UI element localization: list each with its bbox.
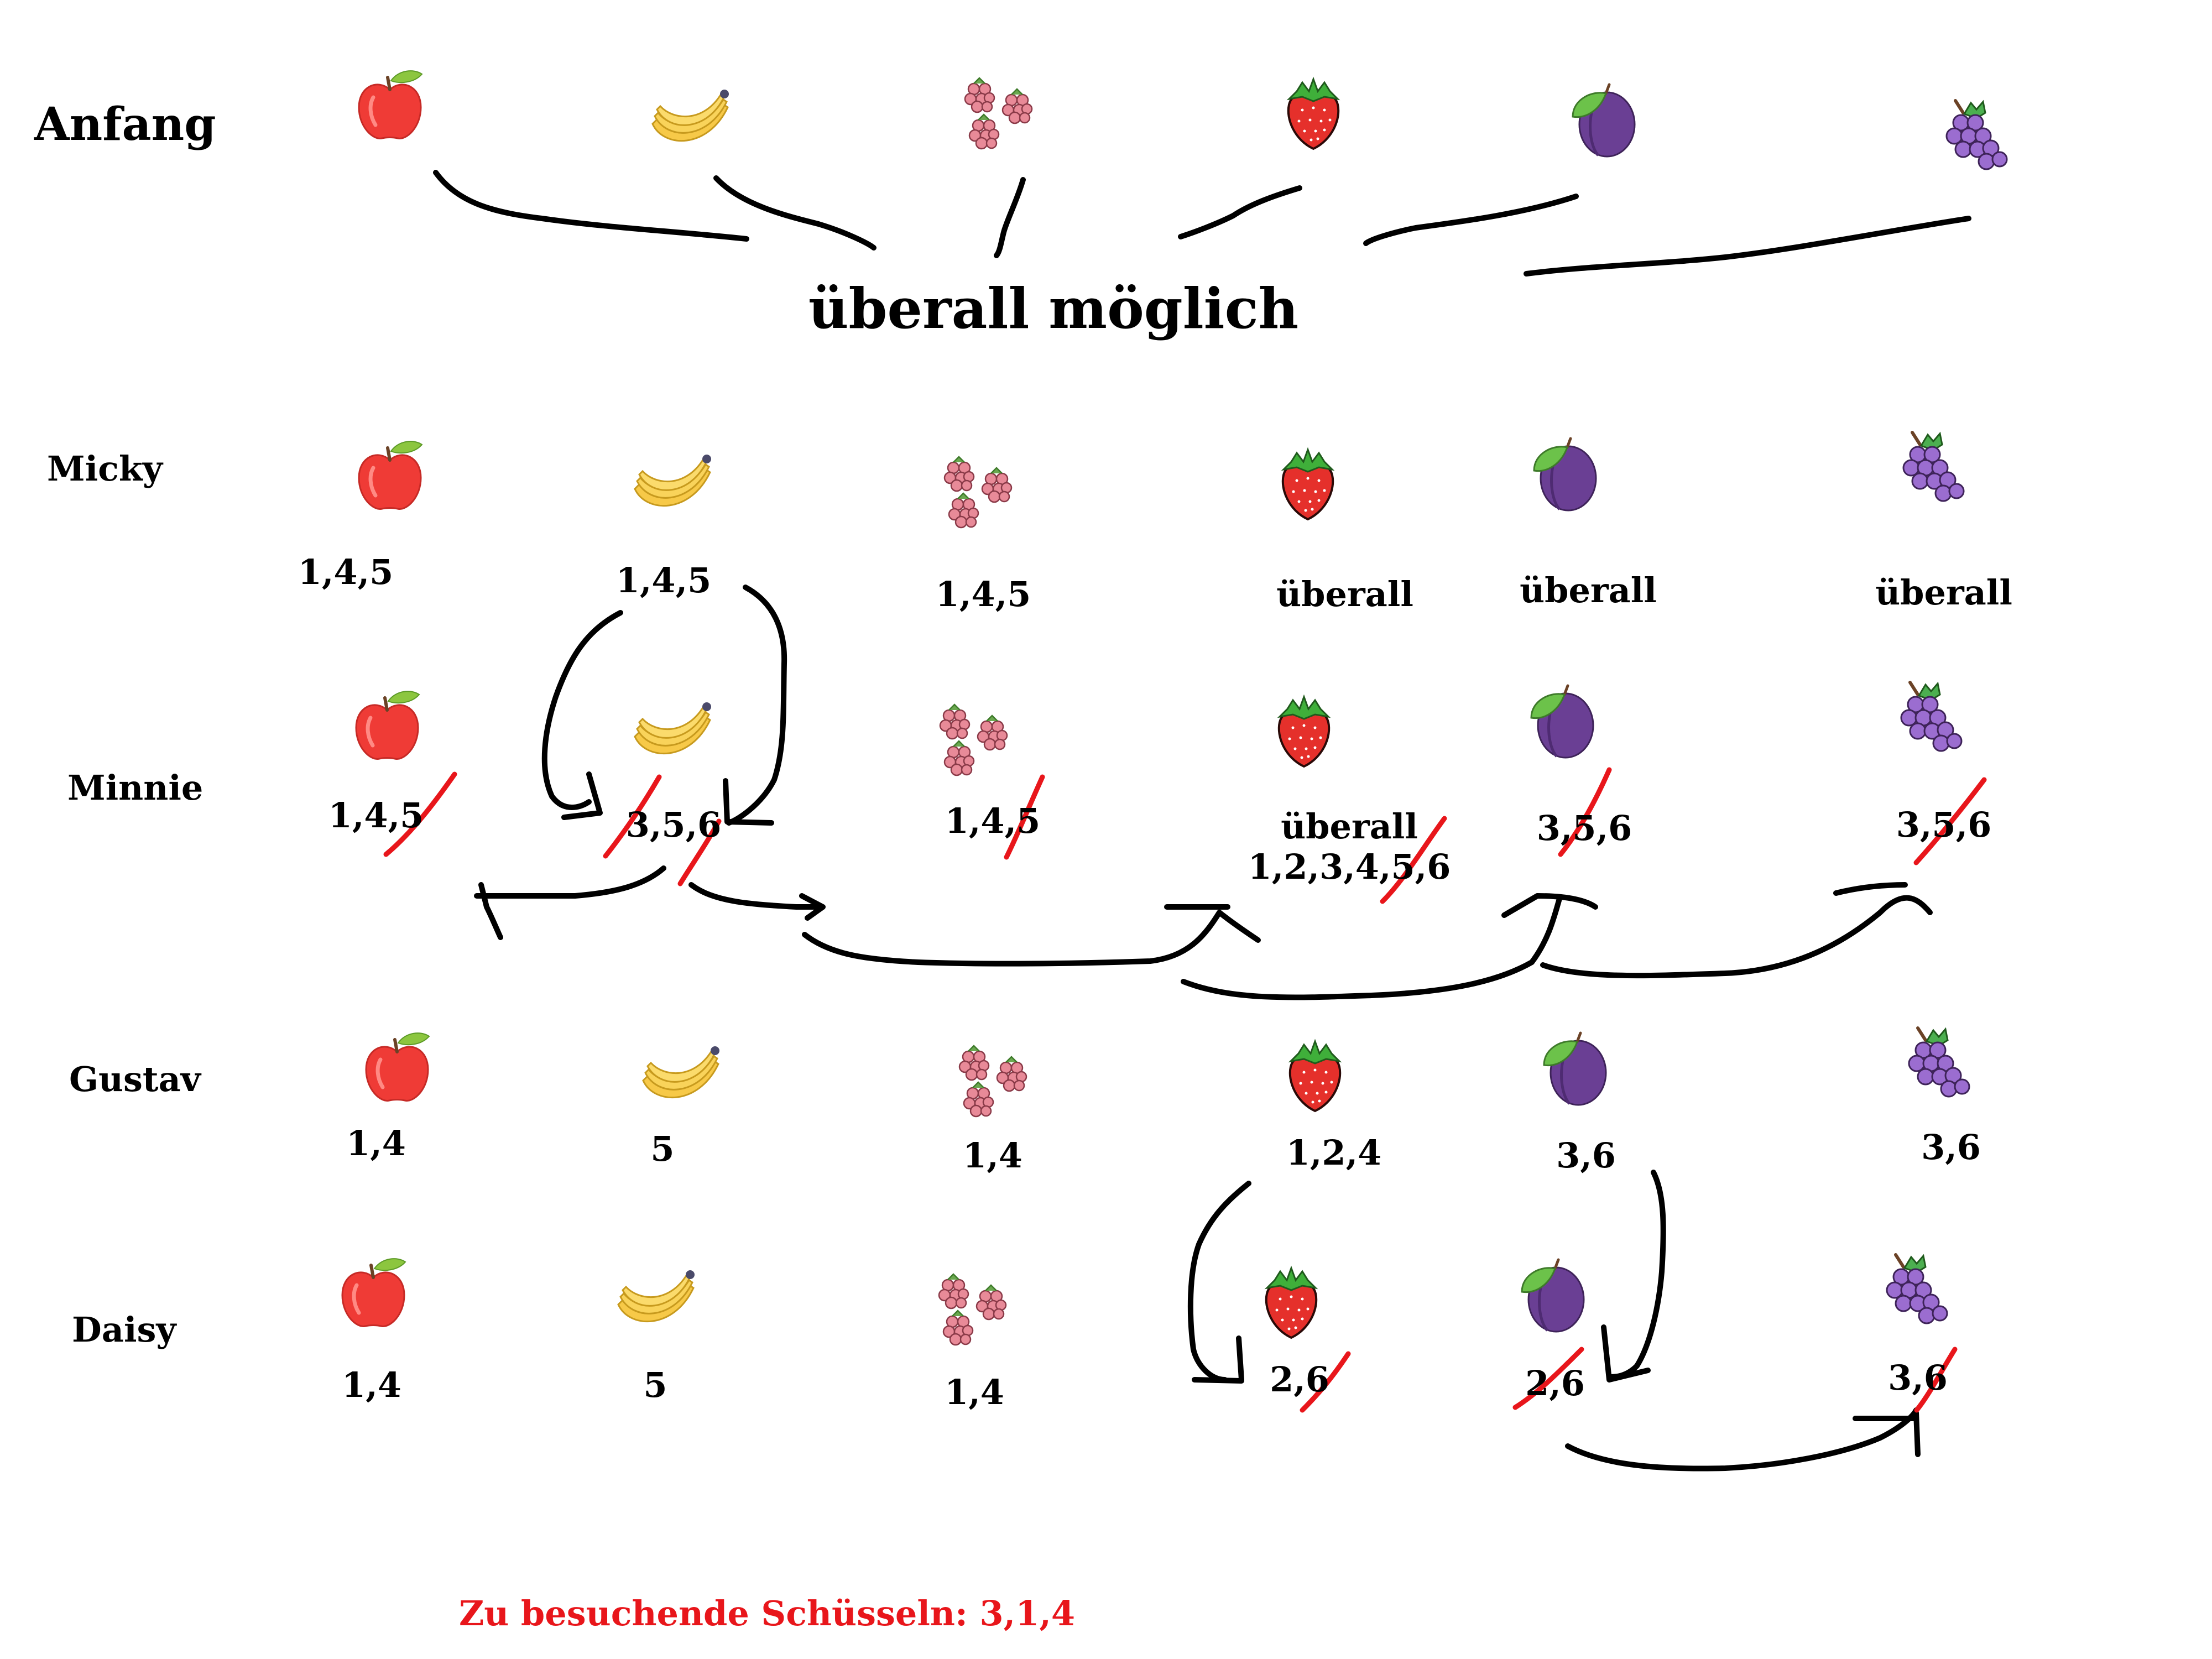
fruit-icons [342,71,2007,1345]
minnie-cell-raspberry: 1,4,5 [945,801,1041,841]
gustav-cell-strawberry: 1,2,4 [1286,1133,1382,1173]
micky-strawberry-icon [1281,448,1334,520]
gustav-cell-banana: 5 [650,1129,675,1169]
gustav-cell-plum: 3,6 [1556,1135,1616,1176]
connector-strokes [433,170,1971,1472]
minnie-cell-banana: 3,5,6 [625,805,722,845]
start-banana-icon [651,88,730,142]
micky-cell-grape: überall [1875,572,2012,613]
minnie-plum-icon [1531,686,1593,758]
row-label-gustav: Gustav [69,1059,201,1099]
gustav-cell-apple: 1,4 [346,1123,406,1164]
micky-banana-icon [634,453,712,507]
minnie-raspberry-icon [940,705,1007,775]
micky-cell-apple: 1,4,5 [298,552,394,592]
minnie-banana-icon [634,701,712,755]
gustav-apple-icon [366,1033,429,1100]
daisy-cell-strawberry: 2,6 [1270,1359,1329,1400]
bowls-to-visit: Zu besuchende Schüsseln: 3,1,4 [459,1593,1076,1634]
minnie-cell-plum: 3,5,6 [1536,808,1632,848]
daisy-cell-grape: 3,6 [1888,1358,1948,1398]
start-grape-icon [1947,101,2007,169]
diagram-title: überall möglich [808,276,1299,341]
micky-cell-raspberry: 1,4,5 [935,574,1031,614]
start-plum-icon [1573,85,1635,156]
daisy-cell-raspberry: 1,4 [945,1372,1004,1412]
gustav-strawberry-icon [1288,1040,1342,1112]
start-heading: Anfang [34,98,216,151]
row-label-minnie: Minnie [67,768,204,808]
gustav-cell-raspberry: 1,4 [963,1135,1022,1176]
micky-cell-strawberry: überall [1276,574,1413,614]
start-raspberry-icon [965,78,1032,149]
minnie-cell-strawberry: überall [1281,806,1418,847]
daisy-raspberry-icon [939,1274,1006,1345]
micky-raspberry-icon [945,457,1011,528]
minnie-cell-grape: 3,5,6 [1896,805,1992,845]
minnie-cell-apple: 1,4,5 [328,795,424,836]
daisy-strawberry-icon [1265,1267,1318,1339]
minnie-cell-strawberry-extra: 1,2,3,4,5,6 [1248,847,1451,887]
micky-cell-plum: überall [1520,570,1657,611]
micky-grape-icon [1903,432,1964,501]
gustav-banana-icon [642,1045,721,1099]
gustav-plum-icon [1544,1033,1606,1105]
daisy-cell-banana: 5 [643,1365,667,1405]
daisy-cell-apple: 1,4 [342,1365,401,1405]
micky-apple-icon [359,441,422,509]
micky-cell-banana: 1,4,5 [615,560,712,601]
strike-marks [383,767,1987,1413]
minnie-grape-icon [1901,682,1961,751]
daisy-grape-icon [1887,1255,1947,1323]
row-label-micky: Micky [47,448,163,489]
daisy-cell-plum: 2,6 [1525,1363,1585,1404]
daisy-apple-icon [342,1259,405,1326]
start-strawberry-icon [1287,78,1340,150]
micky-plum-icon [1534,439,1596,510]
minnie-apple-icon [356,691,419,759]
daisy-plum-icon [1522,1260,1584,1332]
gustav-grape-icon [1909,1028,1969,1097]
gustav-cell-grape: 3,6 [1921,1127,1981,1167]
minnie-strawberry-icon [1277,696,1331,768]
daisy-banana-icon [617,1269,696,1323]
row-label-daisy: Daisy [72,1310,176,1350]
start-apple-icon [359,71,422,138]
gustav-raspberry-icon [959,1046,1026,1117]
